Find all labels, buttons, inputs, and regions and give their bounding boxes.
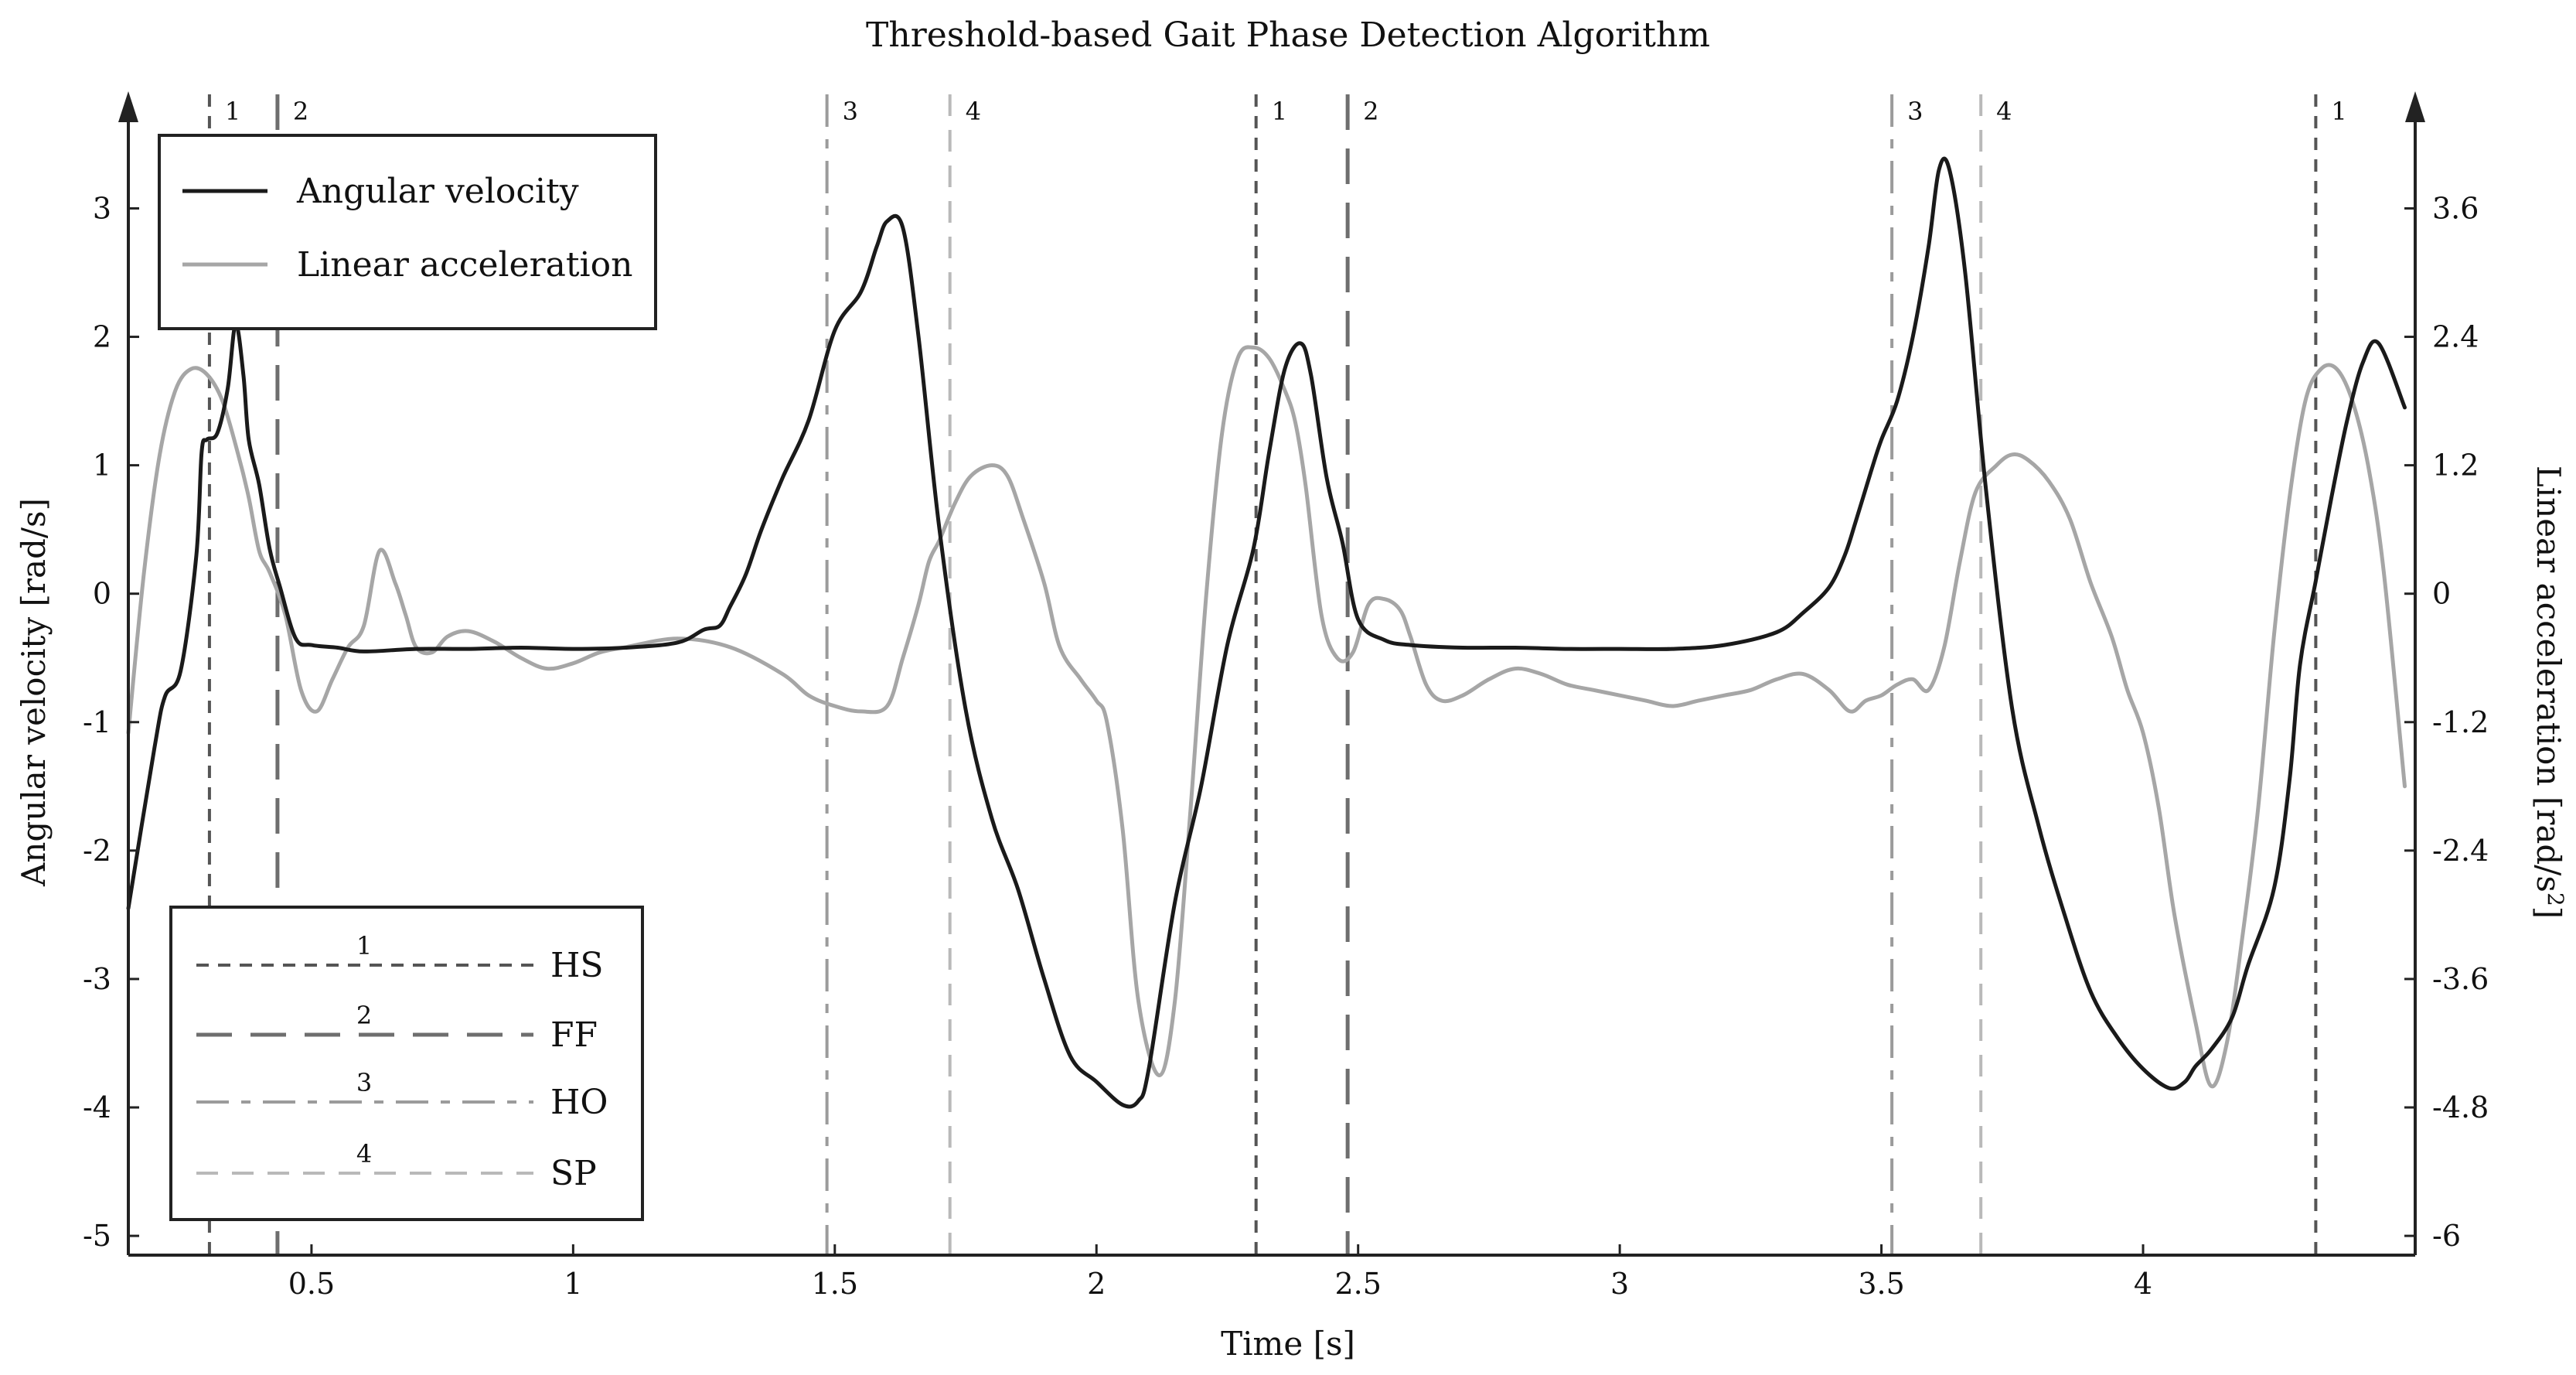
legend-num-sp: 4 <box>356 1139 372 1169</box>
legend-label-sp: SP <box>550 1154 597 1193</box>
chart-title: Threshold-based Gait Phase Detection Alg… <box>866 15 1710 55</box>
legend-label-angular: Angular velocity <box>296 172 579 211</box>
y-left-tick-label: 3 <box>93 191 111 225</box>
y-right-tick-label: 2.4 <box>2432 320 2479 354</box>
y-right-tick-label: 1.2 <box>2432 449 2479 483</box>
axes <box>118 91 2425 1257</box>
x-tick-label: 3.5 <box>1858 1267 1904 1301</box>
event-label-4: 4 <box>966 97 981 126</box>
series-legend: Angular velocity Linear acceleration <box>158 134 657 330</box>
event-legend: 1 HS 2 FF 3 HO 4 SP <box>169 906 644 1221</box>
legend-num-hs: 1 <box>356 931 372 960</box>
legend-num-ho: 3 <box>356 1068 372 1097</box>
y-right-tick-label: -2.4 <box>2432 834 2489 868</box>
y-left-tick-label: -4 <box>83 1090 111 1124</box>
y-axis-title-right-base: Linear acceleration [rad/s <box>2530 466 2567 892</box>
event-label-4: 4 <box>1996 97 2012 126</box>
x-tick-label: 1.5 <box>812 1267 858 1301</box>
y-right-tick-label: -6 <box>2432 1219 2461 1253</box>
y-left-tick-label: 2 <box>93 320 111 354</box>
y-right-tick-label: -3.6 <box>2432 962 2489 996</box>
legend-label-ff: FF <box>550 1015 598 1055</box>
x-tick-label: 0.5 <box>288 1267 335 1301</box>
legend-label-hs: HS <box>550 946 604 985</box>
y-left-tick-label: -5 <box>83 1219 111 1253</box>
y-right-tick-label: 0 <box>2432 577 2451 611</box>
x-tick-label: 2.5 <box>1334 1267 1381 1301</box>
event-legend-box <box>169 906 644 1221</box>
legend-num-ff: 2 <box>356 1001 372 1030</box>
x-tick-label: 4 <box>2134 1267 2152 1301</box>
y-left-tick-label: -3 <box>83 962 111 996</box>
left-axis-arrow-icon <box>118 91 138 122</box>
y-left-tick-label: -2 <box>83 834 111 868</box>
y-right-tick-label: -1.2 <box>2432 705 2489 739</box>
series-legend-box <box>158 134 657 330</box>
y-right-tick-label: -4.8 <box>2432 1090 2489 1124</box>
y-left-tick-label: 0 <box>93 577 111 611</box>
event-label-2: 2 <box>293 97 308 126</box>
series-lines <box>126 156 2407 1109</box>
event-label-1: 1 <box>1272 97 1287 126</box>
event-label-1: 1 <box>225 97 240 126</box>
y-left-tick-label: 1 <box>93 449 111 483</box>
y-axis-title-left: Angular velocity [rad/s] <box>15 498 53 887</box>
legend-label-linear: Linear acceleration <box>297 245 632 285</box>
x-axis-title: Time [s] <box>1221 1325 1355 1363</box>
event-label-1: 1 <box>2331 97 2346 126</box>
y-axis-title-right-sup: 2 <box>2543 892 2568 906</box>
event-label-2: 2 <box>1363 97 1378 126</box>
y-axis-title-right: Linear acceleration [rad/s2] <box>2530 466 2568 919</box>
y-left-tick-label: -1 <box>83 705 111 739</box>
x-tick-label: 2 <box>1087 1267 1106 1301</box>
event-label-3: 3 <box>843 97 858 126</box>
angular-velocity-series <box>126 156 2407 1109</box>
x-tick-label: 3 <box>1610 1267 1629 1301</box>
legend-label-ho: HO <box>550 1083 608 1122</box>
right-axis-arrow-icon <box>2405 91 2425 122</box>
y-right-tick-label: 3.6 <box>2432 191 2479 225</box>
event-label-3: 3 <box>1907 97 1923 126</box>
ticks: 0.5 1 1.5 2 2.5 3 3.5 4 -5 -4 -3 -2 -1 0 1 2 3 -6 -4.8 -3.6… <box>83 191 2489 1301</box>
y-axis-title-right-tail: ] <box>2530 906 2567 919</box>
linear-acceleration-series <box>126 345 2407 1089</box>
x-tick-label: 1 <box>564 1267 582 1301</box>
